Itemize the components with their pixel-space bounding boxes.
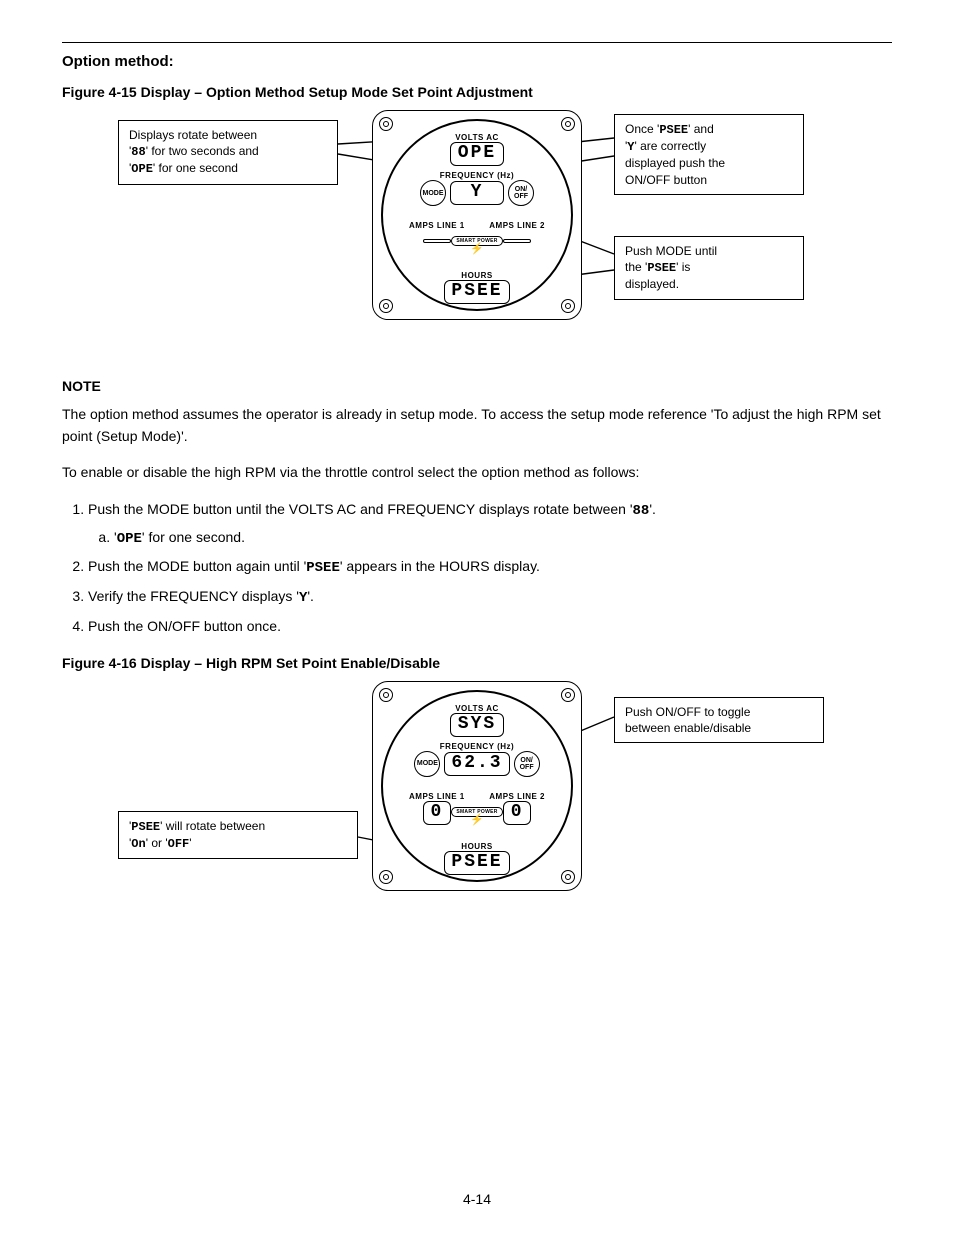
gauge-2: VOLTS AC SYS FREQUENCY (Hz) MODE 62.3 ON… (372, 681, 582, 891)
text: ' appears in the HOURS display. (340, 558, 540, 574)
step-list: Push the MODE button until the VOLTS AC … (62, 498, 892, 639)
figure1-title: Figure 4-15 Display – Option Method Setu… (62, 84, 892, 100)
label-freq: FREQUENCY (Hz) (393, 171, 561, 180)
screw-icon (561, 299, 575, 313)
onoff-button[interactable]: ON/ OFF (514, 751, 540, 777)
logo: SMART POWER ⚡ (383, 800, 571, 824)
gauge-face: VOLTS AC OPE FREQUENCY (Hz) MODE Y ON/ O… (381, 119, 573, 311)
note-label: NOTE (62, 378, 892, 394)
display-hours: PSEE (444, 851, 509, 875)
label-hours: HOURS (393, 842, 561, 851)
screw-icon (561, 870, 575, 884)
screw-icon (379, 117, 393, 131)
lightning-icon: ⚡ (383, 246, 571, 253)
label-volts: VOLTS AC (393, 704, 561, 713)
figure2-title: Figure 4-16 Display – High RPM Set Point… (62, 655, 892, 671)
text: Push the MODE button again until ' (88, 558, 306, 574)
figure2: Push ON/OFF to toggle between enable/dis… (62, 681, 892, 921)
display-hours: PSEE (444, 280, 509, 304)
text: '. (307, 588, 314, 604)
top-rule (62, 42, 892, 43)
body-text: To enable or disable the high RPM via th… (62, 461, 892, 483)
mode-button[interactable]: MODE (414, 751, 440, 777)
section-title: Option method: (62, 53, 892, 70)
gauge-face: VOLTS AC SYS FREQUENCY (Hz) MODE 62.3 ON… (381, 690, 573, 882)
text: ' for one second. (142, 529, 245, 545)
intro-text: To enable or disable the high RPM via th… (62, 461, 892, 483)
lightning-icon: ⚡ (383, 817, 571, 824)
label-volts: VOLTS AC (393, 133, 561, 142)
screw-icon (561, 117, 575, 131)
label-hours: HOURS (393, 271, 561, 280)
figure1: Displays rotate between '88' for two sec… (62, 110, 892, 370)
onoff-button[interactable]: ON/ OFF (508, 180, 534, 206)
step-4: Push the ON/OFF button once. (88, 615, 892, 639)
screw-icon (379, 870, 393, 884)
screw-icon (561, 688, 575, 702)
step-2: Push the MODE button again until 'PSEE' … (88, 555, 892, 581)
display-volts: OPE (450, 142, 504, 166)
logo: SMART POWER ⚡ (383, 229, 571, 253)
text: Verify the FREQUENCY displays ' (88, 588, 299, 604)
page-root: Option method: Figure 4-15 Display – Opt… (0, 0, 954, 1235)
text: Push the MODE button until the VOLTS AC … (88, 501, 633, 517)
screw-icon (379, 688, 393, 702)
page-number: 4-14 (0, 1191, 954, 1207)
display-volts: SYS (450, 713, 504, 737)
seg-opt: OPE (117, 531, 142, 547)
mode-button[interactable]: MODE (420, 180, 446, 206)
seg-88: 88 (633, 503, 650, 519)
screw-icon (379, 299, 393, 313)
seg-pset: PSEE (306, 560, 340, 576)
step-1a: 'OPE' for one second. (114, 526, 892, 552)
label-freq: FREQUENCY (Hz) (393, 742, 561, 751)
display-freq: 62.3 (444, 752, 509, 776)
step-1: Push the MODE button until the VOLTS AC … (88, 498, 892, 552)
note-body: The option method assumes the operator i… (62, 404, 892, 447)
gauge-1: VOLTS AC OPE FREQUENCY (Hz) MODE Y ON/ O… (372, 110, 582, 320)
display-freq: Y (450, 181, 504, 205)
step-3: Verify the FREQUENCY displays 'Y'. (88, 585, 892, 611)
text: '. (649, 501, 656, 517)
